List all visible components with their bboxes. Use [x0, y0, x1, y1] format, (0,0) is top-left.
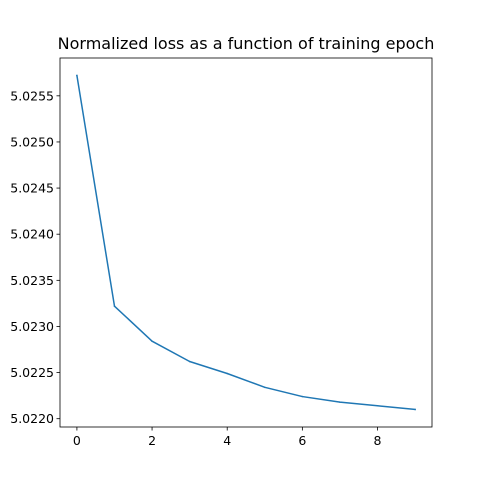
y-tick-label: 5.0255 — [10, 88, 54, 103]
data-point — [414, 408, 416, 411]
y-tick-label: 5.0250 — [10, 134, 54, 149]
data-point — [264, 386, 266, 389]
y-tick-label: 5.0245 — [10, 181, 54, 196]
x-tick-label: 6 — [298, 433, 306, 448]
data-point — [301, 395, 304, 398]
data-point — [339, 401, 341, 403]
series-line-0 — [76, 74, 416, 411]
plot-frame — [59, 57, 433, 428]
chart-title: Normalized loss as a function of trainin… — [58, 34, 435, 53]
y-tick-label: 5.0225 — [10, 365, 54, 380]
data-point — [376, 405, 379, 407]
data-point — [151, 340, 153, 342]
x-tick-label: 2 — [148, 433, 156, 448]
plot-area: 0 2 4 6 8 5.0220 5.0225 5.0230 5.0235 5.0240 5.024… — [10, 57, 433, 448]
y-tick-label: 5.0235 — [10, 273, 54, 288]
y-tick-label: 5.0240 — [10, 227, 54, 242]
x-tick-label: 8 — [374, 433, 382, 448]
y-tick-label: 5.0220 — [10, 411, 54, 426]
x-tick-label: 0 — [73, 433, 81, 448]
data-point — [188, 360, 191, 363]
data-point — [76, 74, 78, 77]
data-point — [113, 305, 116, 307]
x-tick-label: 4 — [223, 433, 231, 448]
y-tick-label: 5.0230 — [10, 319, 54, 334]
data-point — [226, 372, 228, 375]
